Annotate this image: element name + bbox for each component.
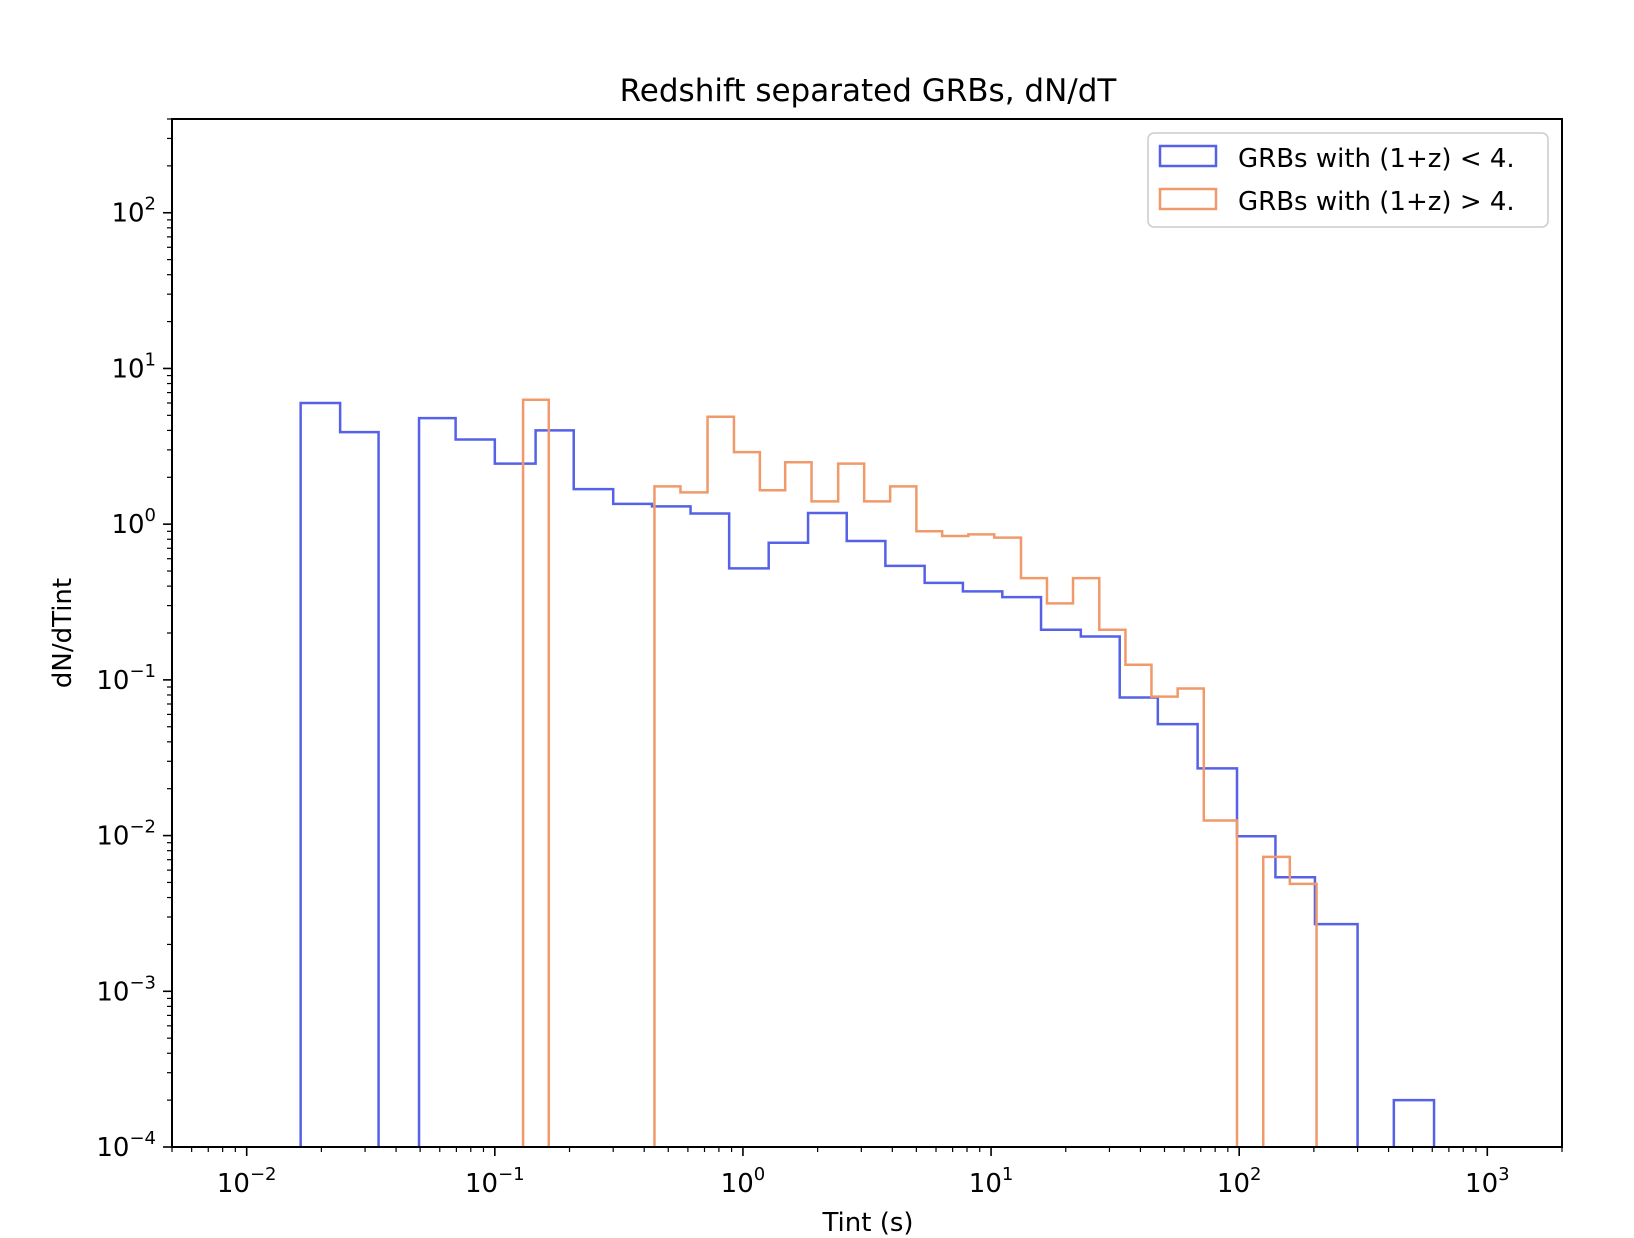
series-1	[521, 398, 1318, 1147]
y-axis-label: dN/dTint	[48, 578, 78, 688]
legend-swatch-low-z	[1158, 144, 1218, 168]
x-tick-label: 103	[1465, 1164, 1510, 1199]
plot-frame	[171, 118, 1563, 1148]
chart-title: Redshift separated GRBs, dN/dT	[620, 73, 1118, 109]
legend-swatch-high-z	[1158, 187, 1218, 211]
x-tick-label: 10−1	[465, 1164, 525, 1199]
legend: GRBs with (1+z) < 4. GRBs with (1+z) > 4…	[1147, 132, 1549, 228]
y-tick-label: 10−3	[96, 972, 156, 1007]
x-tick-label: 100	[721, 1164, 766, 1199]
x-tick-label: 101	[969, 1164, 1014, 1199]
series-layer	[299, 398, 1436, 1147]
series-0-step-outline	[299, 401, 1436, 1147]
tick-layer: 10−2 10−1 100 101 102 103 10−4 10−3 10−2 10−1 100 1…	[96, 118, 1563, 1199]
y-tick-label: 10−2	[96, 817, 156, 852]
y-tick-label: 100	[111, 505, 156, 540]
y-tick-label: 10−1	[96, 661, 156, 696]
legend-label-high-z: GRBs with (1+z) > 4.	[1238, 187, 1515, 217]
series-0	[299, 401, 1436, 1147]
x-axis-label: Tint (s)	[821, 1208, 913, 1238]
legend-box	[1147, 132, 1549, 228]
series-1-step-outline	[521, 398, 1318, 1147]
x-tick-label: 102	[1217, 1164, 1262, 1199]
y-tick-label: 10−4	[96, 1128, 156, 1163]
legend-label-low-z: GRBs with (1+z) < 4.	[1238, 144, 1515, 174]
y-tick-label: 101	[111, 349, 156, 384]
x-tick-label: 10−2	[217, 1164, 277, 1199]
y-tick-label: 102	[111, 194, 156, 229]
